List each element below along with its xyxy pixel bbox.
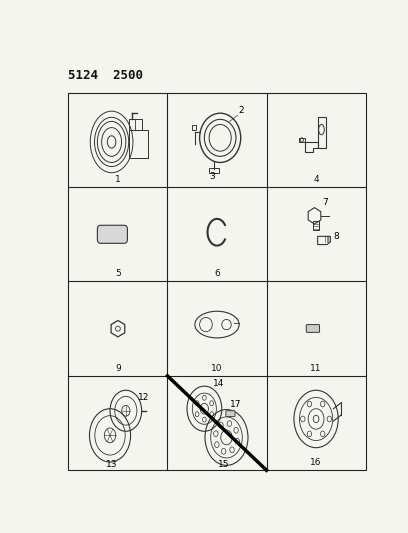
Text: 10: 10 (211, 364, 223, 373)
Text: 1: 1 (115, 175, 121, 184)
Text: 8: 8 (334, 232, 339, 241)
Text: 4: 4 (313, 175, 319, 184)
Text: 7: 7 (323, 198, 328, 207)
Text: 12: 12 (137, 393, 149, 402)
Text: 15: 15 (217, 460, 229, 469)
Text: 11: 11 (310, 364, 322, 373)
FancyBboxPatch shape (98, 225, 127, 243)
Text: 5: 5 (115, 269, 121, 278)
Text: 2: 2 (238, 106, 244, 115)
FancyBboxPatch shape (226, 411, 235, 416)
Bar (209, 168, 219, 173)
Text: 14: 14 (213, 379, 224, 388)
Text: 3: 3 (209, 172, 215, 181)
Bar (129, 119, 142, 130)
Bar (313, 221, 319, 230)
FancyBboxPatch shape (306, 325, 319, 333)
Text: 6: 6 (214, 269, 220, 278)
Bar (129, 130, 148, 158)
Text: 9: 9 (115, 364, 121, 373)
Text: 17: 17 (230, 400, 242, 409)
Text: 5124  2500: 5124 2500 (69, 69, 143, 83)
Text: 16: 16 (310, 458, 322, 467)
Text: 13: 13 (106, 460, 118, 469)
Bar (192, 125, 196, 130)
